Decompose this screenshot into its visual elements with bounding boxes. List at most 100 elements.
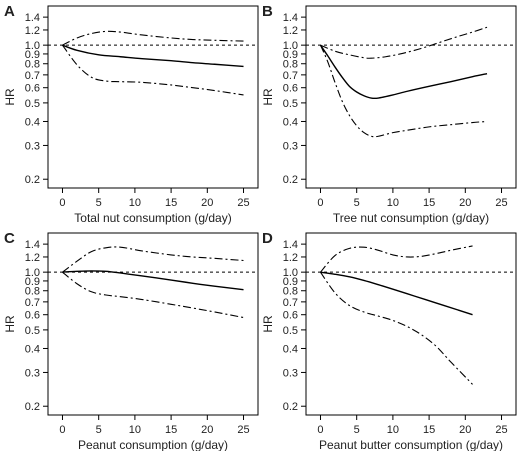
- panel-c: C 0.2 0.3 0.4 0.5 0.60.70.80.91.0 1.21.4 0 5 10 15…: [3, 230, 259, 451]
- panel-d-ytick-label: 0.9: [283, 276, 298, 288]
- panel-b-ytick-label: 0.8: [283, 59, 298, 71]
- panel-d-ytick-label: 0.5: [283, 325, 298, 337]
- panel-c-xtick-label: 10: [129, 424, 141, 436]
- panel-d: D 0.2 0.3 0.4 0.5 0.60.70.80.91.0 1.21.4 0 5 10 15…: [261, 230, 517, 451]
- panel-b-ytick-label: 1.4: [283, 12, 298, 24]
- panel-b-xtick-label: 5: [354, 197, 360, 209]
- panel-a-plot-frame: [47, 5, 259, 189]
- panel-b-ytick-label: 1.2: [283, 25, 298, 37]
- panel-c-lower-ci-line: [62, 271, 244, 319]
- panel-c-ytick-label: 1.4: [25, 239, 40, 251]
- panel-c-ytick-label: 0.9: [25, 276, 40, 288]
- panel-d-ytick-label: 0.7: [283, 297, 298, 309]
- panel-d-plot-frame: [305, 232, 517, 416]
- panel-a-ytick-label: 0.4: [25, 116, 40, 128]
- panel-b-xtick-label: 25: [495, 197, 507, 209]
- panel-a-ytick-label: 0.5: [25, 98, 40, 110]
- panel-d-estimate-line: [320, 271, 473, 316]
- panel-b-ytick-label: 1.0: [283, 40, 298, 52]
- panel-d-xtick-label: 20: [459, 424, 471, 436]
- panel-c-estimate-line: [62, 270, 244, 291]
- panel-d-xtick-label: 15: [423, 424, 435, 436]
- panel-b-ytick-label: 0.2: [283, 174, 298, 186]
- panel-a-estimate-line: [62, 44, 244, 68]
- panel-a-xtick-label: 15: [165, 197, 177, 209]
- panel-c-ytick-label: 0.4: [25, 343, 40, 355]
- panel-a-x-axis-title: Total nut consumption (g/day): [74, 211, 231, 225]
- panel-b-xtick-label: 0: [317, 197, 323, 209]
- panel-c-ytick-label: 1.2: [25, 252, 40, 264]
- panel-b-xtick-label: 15: [423, 197, 435, 209]
- panel-b-upper-ci-line: [320, 26, 488, 59]
- panel-d-upper-ci-line: [320, 245, 473, 273]
- panel-c-y-axis-title: HR: [3, 315, 17, 333]
- panel-a-ytick-label: 0.2: [25, 174, 40, 186]
- panel-c-upper-ci-line: [62, 246, 244, 273]
- panel-c-ytick-label: 1.0: [25, 267, 40, 279]
- panel-d-ytick-label: 1.2: [283, 252, 298, 264]
- panel-a-ytick-label: 1.2: [25, 25, 40, 37]
- panel-a-xtick-label: 0: [59, 197, 65, 209]
- panel-d-ytick-label: 1.4: [283, 239, 298, 251]
- panel-d-y-axis-title: HR: [261, 315, 275, 333]
- panel-a-ytick-label: 0.8: [25, 59, 40, 71]
- panel-c-ytick-label: 0.6: [25, 310, 40, 322]
- panel-a-ytick-label: 0.3: [25, 140, 40, 152]
- panel-c-xtick-label: 5: [96, 424, 102, 436]
- panel-c-ytick-label: 0.7: [25, 297, 40, 309]
- panel-a-xtick-label: 20: [201, 197, 213, 209]
- panel-a-label: A: [4, 3, 15, 20]
- panel-c-xtick-label: 15: [165, 424, 177, 436]
- panel-c-x-axis-title: Peanut consumption (g/day): [78, 438, 228, 451]
- panel-c-plot-frame: [47, 232, 259, 416]
- panel-b-y-axis-title: HR: [261, 88, 275, 106]
- panel-b-estimate-line: [319, 44, 488, 100]
- panel-b-ytick-label: 0.7: [283, 70, 298, 82]
- panel-d-xtick-label: 0: [317, 424, 323, 436]
- panel-d-xtick-label: 5: [354, 424, 360, 436]
- panel-c-xtick-label: 20: [201, 424, 213, 436]
- panel-a-y-axis-title: HR: [3, 88, 17, 106]
- panel-d-ytick-label: 0.6: [283, 310, 298, 322]
- panel-a-ytick-label: 0.9: [25, 49, 40, 61]
- panel-b-ytick-label: 0.9: [283, 49, 298, 61]
- panel-b-plot-frame: [305, 5, 517, 189]
- panel-d-ytick-label: 0.8: [283, 286, 298, 298]
- panel-b-xtick-label: 20: [459, 197, 471, 209]
- panel-b-ytick-label: 0.5: [283, 98, 298, 110]
- panel-c-ytick-label: 0.2: [25, 401, 40, 413]
- panel-d-xtick-label: 10: [387, 424, 399, 436]
- panel-d-x-axis-title: Peanut butter consumption (g/day): [319, 438, 503, 451]
- panel-b-ytick-label: 0.6: [283, 83, 298, 95]
- panel-b-ytick-label: 0.3: [283, 140, 298, 152]
- panel-a-lower-ci-line: [62, 44, 244, 96]
- panel-d-xtick-label: 25: [495, 424, 507, 436]
- panel-c-ytick-label: 0.5: [25, 325, 40, 337]
- panel-c-label: C: [4, 230, 15, 247]
- panel-d-ytick-label: 1.0: [283, 267, 298, 279]
- panel-a-ytick-label: 1.4: [25, 12, 40, 24]
- panel-a-upper-ci-line: [62, 30, 244, 46]
- panel-a-xtick-label: 5: [96, 197, 102, 209]
- panel-c-ytick-label: 0.8: [25, 286, 40, 298]
- panel-d-ytick-label: 0.2: [283, 401, 298, 413]
- panel-a-ytick-label: 1.0: [25, 40, 40, 52]
- panel-a-xtick-label: 10: [129, 197, 141, 209]
- panel-d-label: D: [262, 230, 273, 247]
- panel-d-ytick-label: 0.4: [283, 343, 298, 355]
- panel-a-xtick-label: 25: [237, 197, 249, 209]
- panel-d-ytick-label: 0.3: [283, 367, 298, 379]
- panel-c-xtick-label: 25: [237, 424, 249, 436]
- panel-b-xtick-label: 10: [387, 197, 399, 209]
- panel-c-xtick-label: 0: [59, 424, 65, 436]
- panel-b-lower-ci-line: [319, 44, 488, 138]
- panel-b-label: B: [262, 3, 273, 20]
- panel-b-ytick-label: 0.4: [283, 116, 298, 128]
- panel-d-lower-ci-line: [320, 271, 473, 385]
- panel-b: B 0.2 0.3 0.4 0.5 0.60.70.80.91.0 1.21.4 0 5 10 15…: [261, 3, 517, 225]
- panel-a-ytick-label: 0.6: [25, 83, 40, 95]
- panel-a: A 0.2 0.3 0.4 0.5 0.60.70.80.91.0 1.21.4 0 5 10 15…: [3, 3, 259, 225]
- panel-c-ytick-label: 0.3: [25, 367, 40, 379]
- panel-a-ytick-label: 0.7: [25, 70, 40, 82]
